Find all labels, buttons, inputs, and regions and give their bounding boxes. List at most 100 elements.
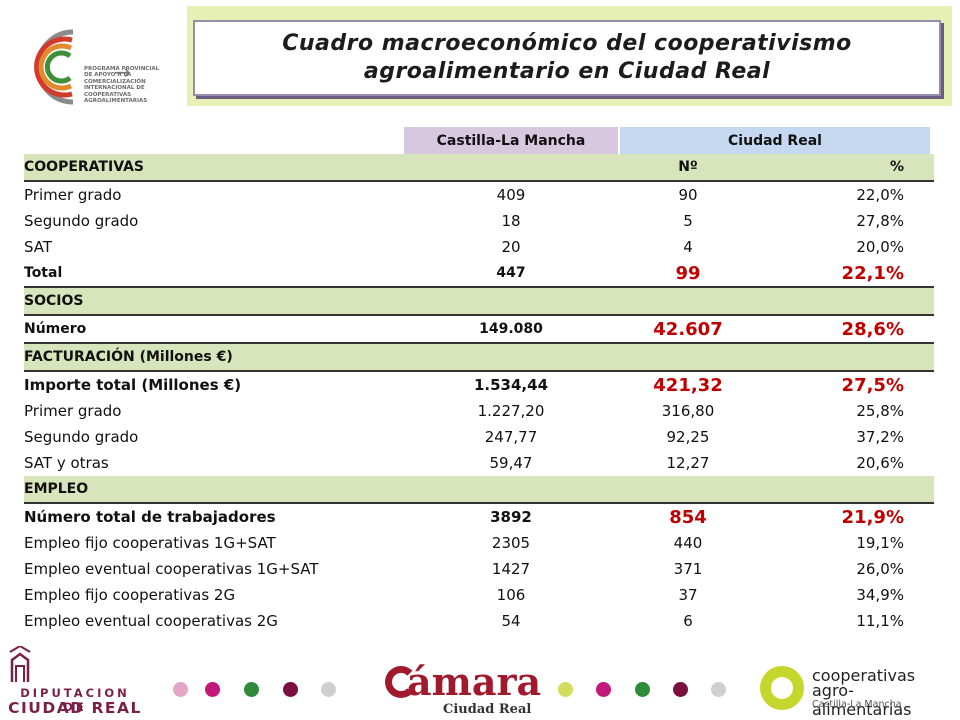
value-ciudad-real-percent: 26,0% [856,560,904,578]
value-castilla-la-mancha [404,344,618,370]
table-row: Empleo fijo cooperativas 2G 106 37 34,9% [24,582,934,608]
header-ciudad-real: Ciudad Real [620,127,930,154]
row-label: Primer grado [24,402,122,420]
value-ciudad-real-percent: 25,8% [856,402,904,420]
value-ciudad-real-number [620,288,756,314]
value-castilla-la-mancha: 59,47 [489,454,533,472]
section-row: EMPLEO [24,476,934,504]
value-ciudad-real-number: 4 [683,238,693,256]
row-label: SAT y otras [24,454,109,472]
decorative-dot [558,682,573,697]
decorative-dot [673,682,688,697]
value-ciudad-real-number [620,476,756,502]
value-castilla-la-mancha: 2305 [491,534,531,552]
value-castilla-la-mancha: 54 [501,612,521,630]
value-castilla-la-mancha: 409 [496,186,526,204]
camara-c-icon [385,666,417,698]
arrow-right-icon: → [114,60,131,84]
row-label: Segundo grado [24,212,139,230]
value-ciudad-real-percent: 20,0% [856,238,904,256]
value-castilla-la-mancha: 18 [501,212,521,230]
value-ciudad-real-number: 6 [683,612,693,630]
value-ciudad-real-number: 5 [683,212,693,230]
value-ciudad-real-percent: 34,9% [856,586,904,604]
title-line-2: agroalimentario en Ciudad Real [363,59,771,84]
value-ciudad-real-percent: 21,9% [841,506,904,528]
row-label: COOPERATIVAS [24,159,144,175]
cooperativas-logo: cooperativas agro-alimentarias Castilla-… [760,660,950,719]
value-ciudad-real-number: 99 [675,262,701,284]
value-ciudad-real-percent [756,344,904,370]
diputacion-logo: DIPUTACION DE CIUDAD REAL [6,646,144,718]
highlight-row: Número total de trabajadores 3892 854 21,9% [24,504,934,530]
coop-line-3: Castilla-La Mancha [812,699,902,710]
value-castilla-la-mancha: 20 [501,238,521,256]
decorative-dot [283,682,298,697]
value-ciudad-real-number: 316,80 [661,402,715,420]
value-castilla-la-mancha: 1427 [491,560,531,578]
table-row: Empleo eventual cooperativas 1G+SAT 1427 3… [24,556,934,582]
value-ciudad-real-number: 42.607 [653,318,723,340]
macro-table: Castilla-La Mancha Ciudad Real COOPERATI… [24,127,934,634]
value-ciudad-real-percent: 27,5% [841,374,904,396]
cooperativas-ring-icon [760,666,804,710]
diputacion-crest-icon [9,646,31,682]
value-ciudad-real-percent [756,288,904,314]
row-label: Empleo fijo cooperativas 2G [24,586,236,604]
value-ciudad-real-percent: 37,2% [856,428,904,446]
section-row: FACTURACIÓN (Millones €) [24,344,934,372]
row-label: Total [24,265,63,281]
value-ciudad-real-number: Nº [678,159,698,175]
decorative-dot [173,682,188,697]
decorative-dot [321,682,336,697]
table-row: Segundo grado 247,77 92,25 37,2% [24,424,934,450]
row-label: EMPLEO [24,481,89,497]
value-castilla-la-mancha [404,476,618,502]
decorative-dot [711,682,726,697]
coop-line-1: cooperativas [812,666,916,685]
diputacion-line-2: CIUDAD REAL [8,699,142,717]
row-label: Importe total (Millones €) [24,376,242,394]
row-label: Empleo eventual cooperativas 1G+SAT [24,560,319,578]
value-ciudad-real-number: 90 [678,186,698,204]
value-ciudad-real-percent: 27,8% [856,212,904,230]
table-row: Primer grado 1.227,20 316,80 25,8% [24,398,934,424]
decorative-dot [635,682,650,697]
value-castilla-la-mancha: 3892 [490,508,532,526]
total-row: Total 447 99 22,1% [24,260,934,288]
camara-logo: ámara Ciudad Real [385,660,545,718]
row-label: Segundo grado [24,428,139,446]
row-label: Número total de trabajadores [24,508,276,526]
value-ciudad-real-number: 371 [673,560,703,578]
value-ciudad-real-percent: 28,6% [841,318,904,340]
value-ciudad-real-percent: 22,1% [841,262,904,284]
value-ciudad-real-percent: 11,1% [856,612,904,630]
table-row: Primer grado 409 90 22,0% [24,182,934,208]
table-row: Empleo eventual cooperativas 2G 54 6 11,1% [24,608,934,634]
value-ciudad-real-percent: % [889,159,904,175]
section-row: SOCIOS [24,288,934,316]
value-castilla-la-mancha: 1.227,20 [477,402,545,420]
value-ciudad-real-number: 37 [678,586,698,604]
value-ciudad-real-number: 854 [669,506,707,528]
total-row: Número 149.080 42.607 28,6% [24,316,934,344]
row-label: FACTURACIÓN (Millones €) [24,349,233,365]
value-ciudad-real-number: 12,27 [666,454,710,472]
value-castilla-la-mancha: 106 [496,586,526,604]
row-label: Primer grado [24,186,122,204]
table-row: Segundo grado 18 5 27,8% [24,208,934,234]
value-castilla-la-mancha [404,154,618,180]
camara-subtitle: Ciudad Real [443,702,532,717]
value-ciudad-real-number: 421,32 [653,374,723,396]
value-castilla-la-mancha [404,288,618,314]
row-label: Número [24,321,87,337]
value-ciudad-real-percent [756,476,904,502]
program-logo-text: PROGRAMA PROVINCIAL DE APOYO A LA COMERC… [84,66,160,105]
program-logo-arcs-icon [34,29,74,105]
table-body: COOPERATIVAS Nº% Primer grado 409 90 22,0% Seg… [24,154,934,634]
row-label: SAT [24,238,53,256]
camara-word: ámara [407,659,542,704]
value-castilla-la-mancha: 447 [496,265,526,281]
value-ciudad-real-number: 440 [673,534,703,552]
value-castilla-la-mancha: 1.534,44 [473,376,549,394]
